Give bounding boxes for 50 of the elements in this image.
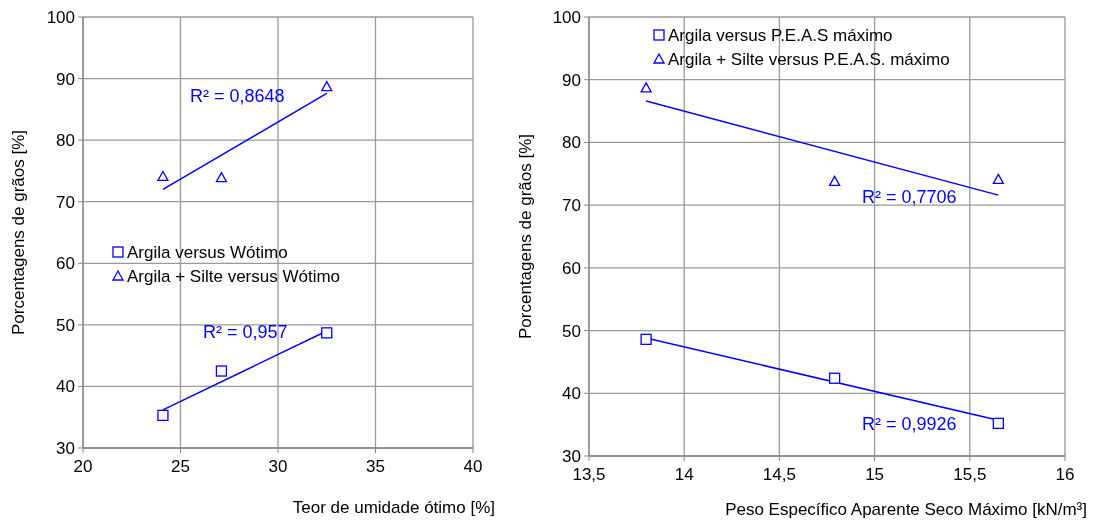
y-tick-label: 60 [56,254,75,274]
y-tick-label: 80 [56,131,75,151]
point [157,409,169,422]
point [321,327,333,339]
x-tick-label: 14 [674,465,694,484]
y-tick-label: 70 [562,196,581,216]
y-tick-label: 50 [562,321,581,341]
x-tick-label: 35 [366,457,385,476]
x-tick-label: 15,5 [953,465,987,484]
y-tick-label: 60 [562,258,581,278]
point [640,82,652,93]
point [992,417,1005,430]
y-axis-title: Porcentagens de grãos [%] [515,133,535,340]
annotation: R² = 0,9926 [862,414,957,434]
y-tick-label: 80 [562,133,581,153]
x-axis-title: Teor de umidade ótimo [%] [292,498,495,517]
y-tick-label: 30 [56,438,75,458]
x-tick-label: 25 [171,457,190,476]
x-axis-title: Peso Específico Aparente Seco Máximo [kN/m³] [725,500,1087,519]
y-tick-label: 90 [56,69,75,89]
x-tick-label: 13,5 [572,465,606,484]
point [215,365,228,377]
point [640,333,652,345]
y-tick-label: 40 [562,384,581,404]
legend-label: Argila versus Wótimo [127,242,288,262]
y-tick-label: 40 [56,377,75,397]
point [828,175,841,186]
annotation: R² = 0,7706 [862,187,957,207]
x-tick-label: 30 [268,457,288,476]
y-axis-title: Porcentagens de grãos [%] [8,129,28,336]
y-tick-label: 50 [56,315,75,335]
legend-label: Argila versus P.E.A.S máximo [668,25,893,45]
legend-label: Argila + Silte versus Wótimo [127,266,341,286]
y-tick-label: 70 [56,192,75,212]
x-tick-label: 15 [865,465,885,484]
x-tick-label: 16 [1055,465,1075,484]
y-tick-label: 90 [562,70,581,90]
legend-label: Argila + Silte versus P.E.A.S. máximo [668,49,950,69]
point [215,172,228,183]
annotation: R² = 0,8648 [190,86,285,106]
point [157,170,169,182]
point [992,173,1005,185]
x-tick-label: 40 [463,457,483,476]
point [321,80,333,92]
x-tick-label: 14,5 [762,465,796,484]
y-tick-label: 100 [46,7,75,27]
point [828,372,841,384]
y-tick-label: 100 [552,7,581,27]
annotation: R² = 0,957 [203,322,288,342]
x-tick-label: 20 [73,457,93,476]
